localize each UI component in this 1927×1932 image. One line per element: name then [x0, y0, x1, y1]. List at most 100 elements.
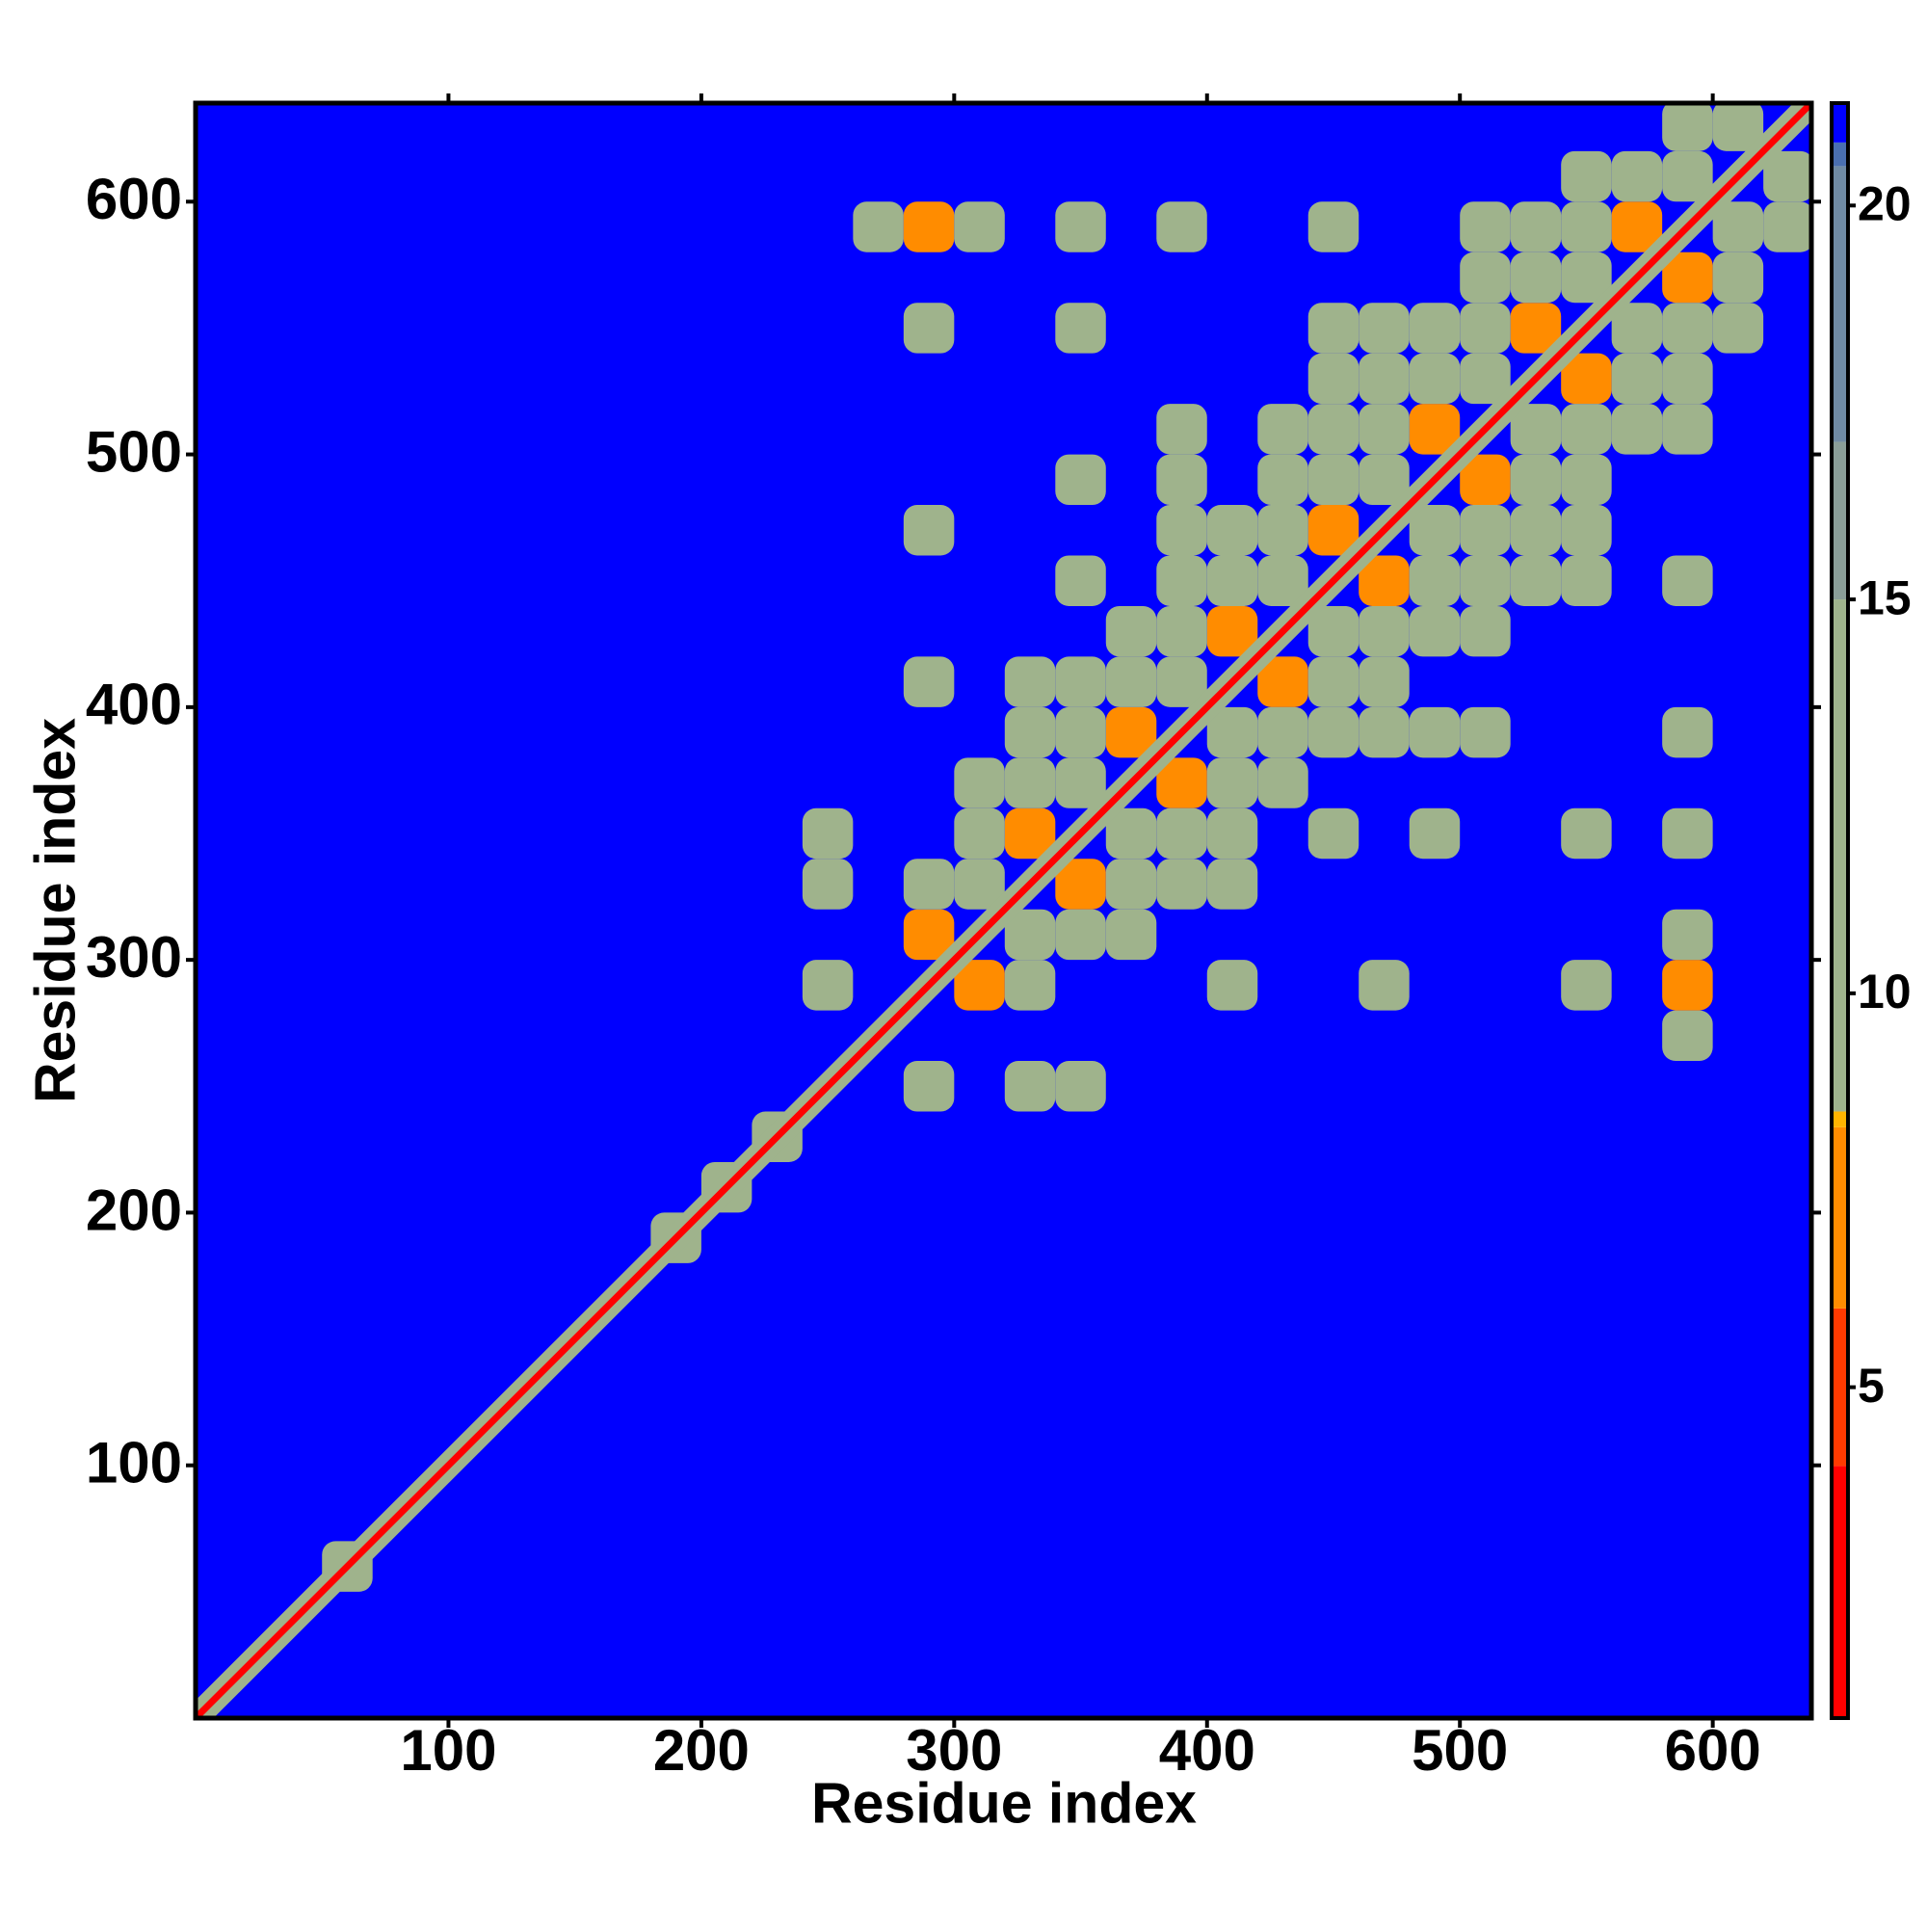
heatmap-cell	[1611, 353, 1663, 405]
heatmap-cell	[1409, 404, 1461, 455]
heatmap-cell	[903, 303, 955, 354]
heatmap-cell	[1004, 1061, 1056, 1112]
heatmap-cell	[903, 505, 955, 556]
heatmap-cell	[1206, 807, 1258, 860]
heatmap-cell	[1307, 656, 1359, 707]
heatmap-cell	[1359, 656, 1410, 707]
heatmap-cell	[1510, 303, 1562, 354]
heatmap-cell	[954, 757, 1005, 808]
heatmap-cell	[1561, 454, 1612, 506]
heatmap-cell	[1206, 757, 1258, 808]
heatmap-cell	[1510, 454, 1562, 506]
heatmap-cell	[1460, 505, 1511, 556]
heatmap-cell	[1156, 859, 1207, 910]
heatmap-cell	[1359, 605, 1410, 657]
heatmap-cell	[1662, 909, 1713, 961]
heatmap-cell	[1460, 555, 1511, 606]
heatmap-cell	[1561, 555, 1612, 606]
heatmap-cell	[1561, 150, 1612, 202]
heatmap-cell	[1712, 251, 1764, 304]
heatmap-cell	[1561, 251, 1612, 304]
y-tick-label: 500	[86, 419, 182, 484]
heatmap-cell	[1662, 103, 1713, 151]
heatmap-cell	[1156, 404, 1207, 455]
heatmap-cell	[1662, 807, 1713, 860]
heatmap-cell	[1156, 656, 1207, 707]
heatmap-cell	[903, 859, 955, 910]
heatmap-cell	[1662, 353, 1713, 405]
heatmap-cell	[1257, 555, 1308, 606]
heatmap-cell	[1307, 605, 1359, 657]
heatmap-cell	[1055, 909, 1106, 961]
heatmap-cell	[1359, 353, 1410, 405]
heatmap-cell	[802, 807, 854, 860]
heatmap-cell	[1055, 859, 1106, 910]
heatmap-cell	[1611, 150, 1663, 202]
heatmap-cell	[1409, 555, 1461, 606]
heatmap-cell	[1359, 404, 1410, 455]
heatmap-cell	[1004, 960, 1056, 1011]
heatmap-cell	[1510, 404, 1562, 455]
heatmap-cell	[1561, 505, 1612, 556]
heatmap-cell	[1662, 1010, 1713, 1062]
heatmap-cell	[903, 656, 955, 707]
y-axis-label: Residue index	[24, 718, 88, 1103]
heatmap-cell	[1460, 605, 1511, 657]
y-tick-label: 400	[86, 673, 182, 737]
heatmap-cell	[1105, 807, 1157, 860]
heatmap-cell	[1156, 454, 1207, 506]
heatmap-cell	[1359, 555, 1410, 606]
colorbar-band	[1832, 599, 1848, 1112]
x-tick-label: 500	[1412, 1718, 1508, 1783]
heatmap-cell	[1307, 505, 1359, 556]
x-axis-label: Residue index	[811, 1772, 1197, 1836]
heatmap-cell	[1156, 201, 1207, 252]
heatmap-cell	[1460, 303, 1511, 354]
heatmap-cell	[1055, 1061, 1106, 1112]
heatmap-cell	[954, 859, 1005, 910]
colorbar-band	[1832, 166, 1848, 442]
heatmap-cell	[1611, 303, 1663, 354]
heatmap-cell	[954, 807, 1005, 860]
heatmap-cell	[954, 960, 1005, 1011]
heatmap-cell	[1662, 303, 1713, 354]
heatmap-cell	[1156, 605, 1207, 657]
heatmap-cell	[1257, 706, 1308, 758]
heatmap-cell	[1307, 353, 1359, 405]
heatmap-cell	[1510, 555, 1562, 606]
heatmap-cell	[1055, 757, 1106, 808]
diagonal	[196, 103, 1811, 1718]
heatmap-cell	[1359, 454, 1410, 506]
heatmap-cell	[1662, 150, 1713, 202]
heatmap-cell	[1611, 201, 1663, 252]
heatmap-cell	[1460, 706, 1511, 758]
heatmap-cell	[1105, 909, 1157, 961]
y-tick-label: 300	[86, 925, 182, 990]
heatmap-cell	[1206, 859, 1258, 910]
heatmap-cell	[1561, 201, 1612, 252]
y-tick-label: 600	[86, 167, 182, 231]
colorbar-band	[1832, 103, 1848, 143]
x-tick-label: 400	[1159, 1718, 1255, 1783]
heatmap-cell	[1409, 505, 1461, 556]
heatmap-cell	[1763, 201, 1811, 252]
heatmap-cell	[1561, 404, 1612, 455]
heatmap-cell	[853, 201, 904, 252]
heatmap-cell	[1712, 103, 1764, 151]
colorbar-band	[1832, 1466, 1848, 1718]
heatmap-cell	[1460, 251, 1511, 304]
heatmap-cell	[1206, 555, 1258, 606]
heatmap-cell	[1307, 303, 1359, 354]
heatmap-cell	[1004, 656, 1056, 707]
heatmap-cell	[1712, 303, 1764, 354]
heatmap-cell	[1257, 656, 1308, 707]
colorbar-band	[1832, 142, 1848, 167]
heatmap-cell	[1561, 960, 1612, 1011]
heatmap-cell	[1055, 555, 1106, 606]
heatmap-cell	[1055, 454, 1106, 506]
heatmap-cell	[1307, 807, 1359, 860]
heatmap-cell	[1409, 605, 1461, 657]
heatmap-cell	[1460, 454, 1511, 506]
heatmap-cell	[954, 201, 1005, 252]
